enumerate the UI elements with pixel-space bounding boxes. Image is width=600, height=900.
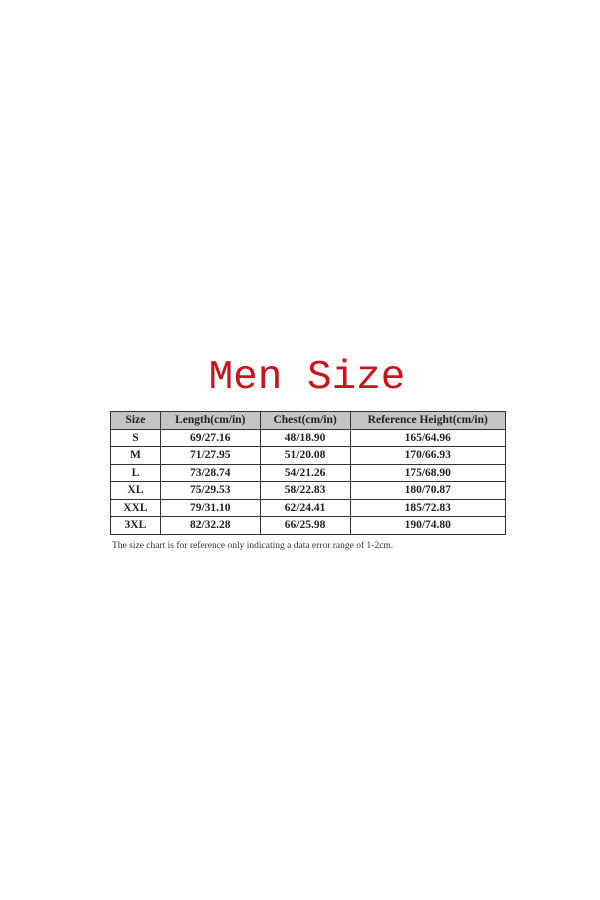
table-header-row: Size Length(cm/in) Chest(cm/in) Reference H…	[110, 411, 506, 430]
size-table: Size Length(cm/in) Chest(cm/in) Reference H…	[110, 411, 506, 535]
table-cell: 165/64.96	[349, 428, 506, 447]
table-cell: 180/70.87	[349, 481, 506, 500]
table-cell: 71/27.95	[159, 446, 261, 465]
page-title: Men Size	[208, 355, 406, 401]
table-cell: 69/27.16	[159, 428, 261, 447]
table-cell: 54/21.26	[259, 463, 351, 482]
column-header: Reference Height(cm/in)	[349, 411, 506, 430]
table-cell: 185/72.83	[349, 498, 506, 517]
table-cell: 3XL	[110, 516, 161, 535]
table-cell: L	[110, 463, 161, 482]
table-row: XXL 79/31.10 62/24.41 185/72.83	[110, 498, 506, 517]
table-cell: 66/25.98	[259, 516, 351, 535]
table-cell: M	[110, 446, 161, 465]
table-cell: 175/68.90	[349, 463, 506, 482]
column-header: Chest(cm/in)	[259, 411, 351, 430]
table-row: S 69/27.16 48/18.90 165/64.96	[110, 428, 506, 447]
table-cell: 62/24.41	[259, 498, 351, 517]
table-cell: 79/31.10	[159, 498, 261, 517]
table-cell: 73/28.74	[159, 463, 261, 482]
table-cell: 58/22.83	[259, 481, 351, 500]
size-note: The size chart is for reference only ind…	[112, 541, 394, 551]
table-cell: 75/29.53	[159, 481, 261, 500]
table-row: XL 75/29.53 58/22.83 180/70.87	[110, 481, 506, 500]
table-cell: 190/74.80	[349, 516, 506, 535]
table-cell: 82/32.28	[159, 516, 261, 535]
column-header: Length(cm/in)	[159, 411, 261, 430]
table-row: 3XL 82/32.28 66/25.98 190/74.80	[110, 516, 506, 535]
table-row: L 73/28.74 54/21.26 175/68.90	[110, 463, 506, 482]
table-cell: 51/20.08	[259, 446, 351, 465]
column-header: Size	[110, 411, 161, 430]
table-cell: 170/66.93	[349, 446, 506, 465]
table-row: M 71/27.95 51/20.08 170/66.93	[110, 446, 506, 465]
table-cell: XXL	[110, 498, 161, 517]
table-cell: XL	[110, 481, 161, 500]
table-cell: S	[110, 428, 161, 447]
table-cell: 48/18.90	[259, 428, 351, 447]
